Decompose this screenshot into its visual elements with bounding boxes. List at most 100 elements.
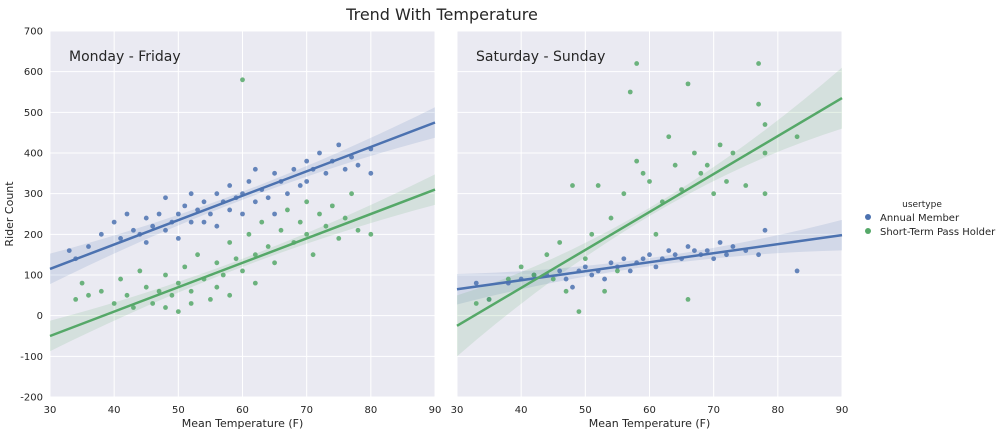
data-point bbox=[156, 288, 162, 294]
panel-weekend: Saturday - Sunday 30 40 50 60 70 80 90 Mean Temp… bbox=[451, 30, 848, 430]
data-point bbox=[666, 134, 672, 140]
data-point bbox=[762, 122, 768, 127]
data-point bbox=[518, 264, 524, 270]
data-point bbox=[576, 309, 582, 314]
data-point bbox=[653, 231, 659, 237]
data-point bbox=[272, 260, 277, 266]
data-point bbox=[175, 236, 181, 241]
data-point bbox=[175, 309, 181, 314]
data-point bbox=[317, 211, 322, 217]
data-point bbox=[175, 211, 181, 217]
data-point bbox=[563, 288, 569, 294]
data-point bbox=[336, 142, 342, 148]
data-point bbox=[342, 166, 348, 172]
data-point bbox=[150, 223, 156, 229]
data-point bbox=[111, 301, 117, 306]
data-point bbox=[589, 272, 595, 278]
data-point bbox=[627, 268, 633, 274]
data-point bbox=[227, 240, 233, 245]
data-point bbox=[143, 215, 149, 221]
data-point bbox=[86, 244, 91, 249]
y-tick-label: 700 bbox=[24, 27, 43, 38]
x-axis-label: Mean Temperature (F) bbox=[182, 417, 304, 430]
data-point bbox=[531, 272, 537, 278]
data-point bbox=[634, 61, 640, 66]
data-point bbox=[473, 301, 479, 306]
data-point bbox=[473, 280, 479, 286]
data-point bbox=[647, 179, 652, 184]
x-tick-label: 70 bbox=[300, 405, 313, 416]
data-point bbox=[227, 207, 233, 213]
data-point bbox=[794, 268, 800, 274]
x-tick-label: 30 bbox=[451, 405, 464, 416]
x-tick-label: 40 bbox=[515, 405, 528, 416]
data-point bbox=[570, 183, 575, 188]
data-point bbox=[272, 211, 277, 217]
data-point bbox=[118, 276, 123, 282]
data-point bbox=[143, 284, 149, 290]
data-point bbox=[717, 142, 723, 148]
data-point bbox=[557, 240, 563, 245]
data-point bbox=[79, 280, 85, 286]
data-point bbox=[163, 227, 168, 233]
data-point bbox=[756, 252, 761, 258]
figure-title: Trend With Temperature bbox=[345, 5, 538, 24]
data-point bbox=[252, 252, 258, 258]
data-point bbox=[310, 252, 316, 258]
data-point bbox=[717, 240, 723, 245]
trend-line bbox=[49, 188, 436, 338]
data-point bbox=[647, 252, 652, 258]
data-point bbox=[124, 292, 130, 298]
data-point bbox=[323, 223, 329, 229]
data-point bbox=[265, 244, 271, 249]
data-point bbox=[323, 170, 329, 176]
data-point bbox=[182, 203, 188, 209]
data-point bbox=[246, 179, 252, 184]
data-point bbox=[240, 77, 245, 83]
data-point bbox=[724, 252, 729, 258]
data-point bbox=[73, 297, 79, 302]
legend-marker-short bbox=[865, 228, 871, 234]
data-point bbox=[730, 150, 736, 156]
data-point bbox=[156, 211, 162, 217]
data-point bbox=[86, 292, 91, 298]
legend-title: usertype bbox=[902, 200, 942, 210]
data-point bbox=[550, 276, 556, 282]
data-point bbox=[182, 264, 188, 270]
data-point bbox=[304, 199, 310, 205]
data-point bbox=[111, 219, 117, 225]
data-point bbox=[220, 272, 226, 278]
x-axis-label: Mean Temperature (F) bbox=[589, 417, 711, 430]
data-point bbox=[265, 195, 271, 201]
data-point bbox=[297, 183, 303, 188]
x-tick-label: 50 bbox=[579, 405, 592, 416]
data-point bbox=[672, 252, 678, 258]
data-point bbox=[595, 183, 601, 188]
panel-weekday: Monday - Friday 30 40 50 60 70 80 90 Mean Temper… bbox=[3, 27, 441, 431]
data-point bbox=[188, 219, 194, 225]
data-point bbox=[711, 191, 717, 197]
x-tick-label: 70 bbox=[707, 405, 720, 416]
data-point bbox=[505, 276, 511, 282]
y-tick-label: 500 bbox=[24, 108, 43, 119]
data-point bbox=[252, 166, 258, 172]
trend-line bbox=[456, 97, 843, 327]
data-point bbox=[118, 236, 123, 241]
data-point bbox=[278, 227, 284, 233]
data-point bbox=[589, 231, 595, 237]
data-point bbox=[756, 61, 761, 66]
trend-line bbox=[456, 233, 843, 291]
data-point bbox=[692, 248, 697, 254]
data-point bbox=[143, 240, 149, 245]
data-point bbox=[201, 219, 207, 225]
data-point bbox=[563, 276, 569, 282]
data-point bbox=[214, 191, 220, 197]
x-tick-label: 80 bbox=[364, 405, 377, 416]
y-tick-label: 400 bbox=[24, 149, 43, 160]
legend-label-short: Short-Term Pass Holder bbox=[880, 227, 996, 238]
data-point bbox=[188, 288, 194, 294]
data-point bbox=[672, 162, 678, 168]
data-point bbox=[175, 280, 181, 286]
data-point bbox=[252, 199, 258, 205]
